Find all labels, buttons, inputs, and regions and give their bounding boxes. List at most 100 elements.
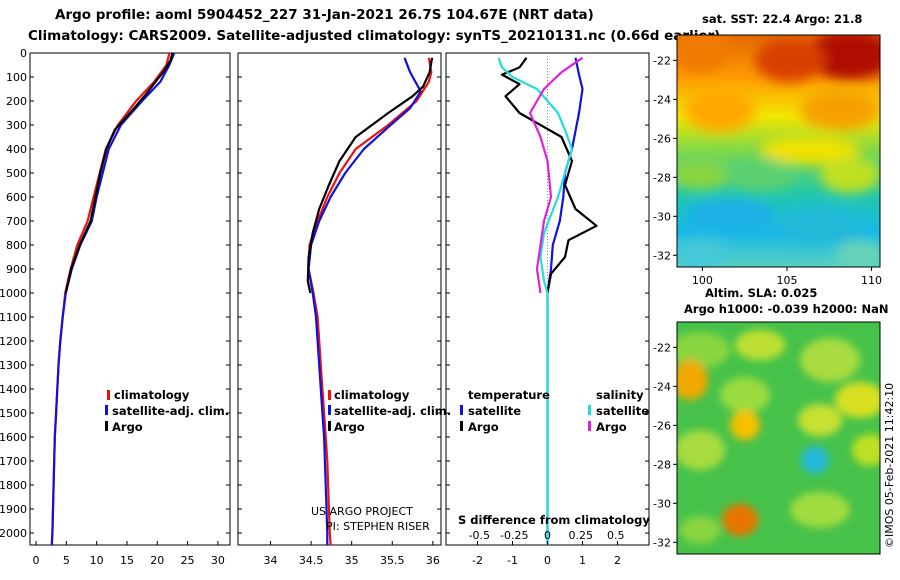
project-line-2: PI: STEPHEN RISER: [326, 520, 430, 533]
legend-t-argo-label: Argo: [468, 420, 499, 434]
legend-t-satellite-label: satellite: [468, 404, 521, 418]
map-y-label: -26: [653, 419, 671, 432]
title-line-1: Argo profile: aoml 5904452_227 31-Jan-20…: [55, 7, 594, 23]
map-x-label: 105: [776, 274, 797, 287]
x-tick-label-secondary: 0: [544, 529, 551, 542]
depth-tick-label: 800: [6, 239, 27, 252]
depth-tick-label: 1600: [0, 431, 27, 444]
legend-swatch-climatology: [328, 390, 331, 400]
depth-tick-label: 1100: [0, 311, 27, 324]
depth-tick-label: 600: [6, 191, 27, 204]
series-line-satellite-adj-clim-: [307, 57, 422, 545]
x-tick-label: 34.5: [299, 554, 324, 567]
difference-legend: temperature salinity satellite Argo sate…: [460, 388, 649, 434]
x-tick-label-secondary: -0.25: [500, 529, 528, 542]
depth-tick-label: 1500: [0, 407, 27, 420]
depth-tick-label: 1900: [0, 503, 27, 516]
depth-tick-label: 200: [6, 95, 27, 108]
depth-tick-label: 2000: [0, 527, 27, 540]
map-y-label: -26: [653, 132, 671, 145]
legend-swatch-t-satellite: [460, 405, 463, 415]
salinity-series: [306, 57, 434, 546]
salinity-legend: climatology satellite-adj. clim. Argo: [328, 388, 451, 434]
project-line-1: US ARGO PROJECT: [311, 505, 413, 518]
credit-text: ©IMOS 05-Feb-2021 11:42:10: [883, 383, 896, 548]
depth-tick-label: 100: [6, 71, 27, 84]
x-tick-label: -2: [472, 554, 483, 567]
x-tick-label: 30: [211, 554, 225, 567]
depth-tick-label: 1700: [0, 455, 27, 468]
depth-tick-label: 900: [6, 263, 27, 276]
sst-map-title: sat. SST: 22.4 Argo: 21.8: [702, 12, 862, 26]
legend-argo-label: Argo: [334, 420, 365, 434]
map-y-label: -22: [653, 54, 671, 67]
sst-map-x-labels: 100 105 110: [692, 267, 882, 287]
series-line-argo: [64, 52, 174, 294]
legend-satellite-label: satellite-adj. clim.: [334, 404, 451, 418]
sla-map-title-2: Argo h1000: -0.039 h2000: NaN: [684, 302, 888, 316]
x-tick-label: 25: [181, 554, 195, 567]
x-tick-label: 0: [33, 554, 40, 567]
map-x-label: 110: [861, 274, 882, 287]
panel-ticks: [30, 52, 649, 534]
series-line-argo: [306, 57, 434, 294]
map-y-label: -28: [653, 458, 671, 471]
depth-tick-label: 500: [6, 167, 27, 180]
legend-swatch-climatology: [107, 390, 110, 400]
map-y-label: -24: [653, 380, 671, 393]
x-tick-label-secondary: -0.5: [469, 529, 490, 542]
map-y-label: -32: [653, 536, 671, 549]
salinity-panel: [237, 52, 442, 546]
legend-swatch-argo: [328, 421, 331, 431]
x-tick-label: 35: [345, 554, 359, 567]
legend-s-argo-label: Argo: [596, 420, 627, 434]
legend-argo-label: Argo: [112, 420, 143, 434]
x-tick-label: 5: [63, 554, 70, 567]
x-tick-label: 10: [90, 554, 104, 567]
depth-tick-label: 1400: [0, 383, 27, 396]
salinity-x-labels: 34 34.5 35 35.5 36: [263, 541, 440, 567]
sla-map-y-labels: -22 -24 -26 -28 -30 -32: [653, 341, 677, 549]
depth-tick-label: 1000: [0, 287, 27, 300]
temperature-panel: [29, 52, 231, 546]
difference-series: [497, 56, 598, 545]
depth-tick-label: 400: [6, 143, 27, 156]
legend-satellite-label: satellite-adj. clim.: [112, 404, 229, 418]
depth-tick-label: 300: [6, 119, 27, 132]
title-line-2: Climatology: CARS2009. Satellite-adjuste…: [28, 28, 720, 44]
depth-tick-label: 1800: [0, 479, 27, 492]
sla-map-frame: [676, 321, 881, 555]
legend-swatch-satellite: [328, 405, 331, 415]
depth-axis-labels: 0 100 200 300 400 500 600 700 800 900 1000 1100 1200…: [0, 47, 27, 540]
legend-temperature-header: temperature: [468, 388, 550, 402]
map-y-label: -30: [653, 210, 671, 223]
map-y-label: -24: [653, 93, 671, 106]
depth-tick-label: 700: [6, 215, 27, 228]
legend-swatch-s-argo: [588, 421, 591, 431]
map-y-label: -28: [653, 171, 671, 184]
temperature-legend: climatology satellite-adj. clim. Argo: [105, 388, 229, 434]
map-y-label: -32: [653, 249, 671, 262]
depth-tick-label: 0: [20, 47, 27, 60]
sla-map: [677, 322, 880, 554]
x-tick-label: 20: [150, 554, 164, 567]
map-y-label: -22: [653, 341, 671, 354]
legend-climatology-label: climatology: [114, 388, 190, 402]
sst-map-y-labels: -22 -24 -26 -28 -30 -32: [653, 54, 677, 262]
map-y-label: -30: [653, 497, 671, 510]
x-tick-label: 36: [426, 554, 440, 567]
sst-map: [677, 35, 880, 267]
x-tick-label: 1: [579, 554, 586, 567]
x-tick-label: -1: [507, 554, 518, 567]
difference-x-labels: -2 -1 0 1 2 -0.5 -0.25 0 0.25 0.5: [469, 529, 625, 567]
difference-xlabel: S difference from climatology: [458, 513, 650, 527]
series-line-t-argo: [500, 57, 598, 294]
x-tick-label: 34: [263, 554, 277, 567]
legend-s-satellite-label: satellite: [596, 404, 649, 418]
x-tick-label: 2: [614, 554, 621, 567]
x-tick-label: 15: [120, 554, 134, 567]
depth-tick-label: 1200: [0, 335, 27, 348]
legend-swatch-s-satellite: [588, 405, 591, 415]
legend-swatch-t-argo: [460, 421, 463, 431]
